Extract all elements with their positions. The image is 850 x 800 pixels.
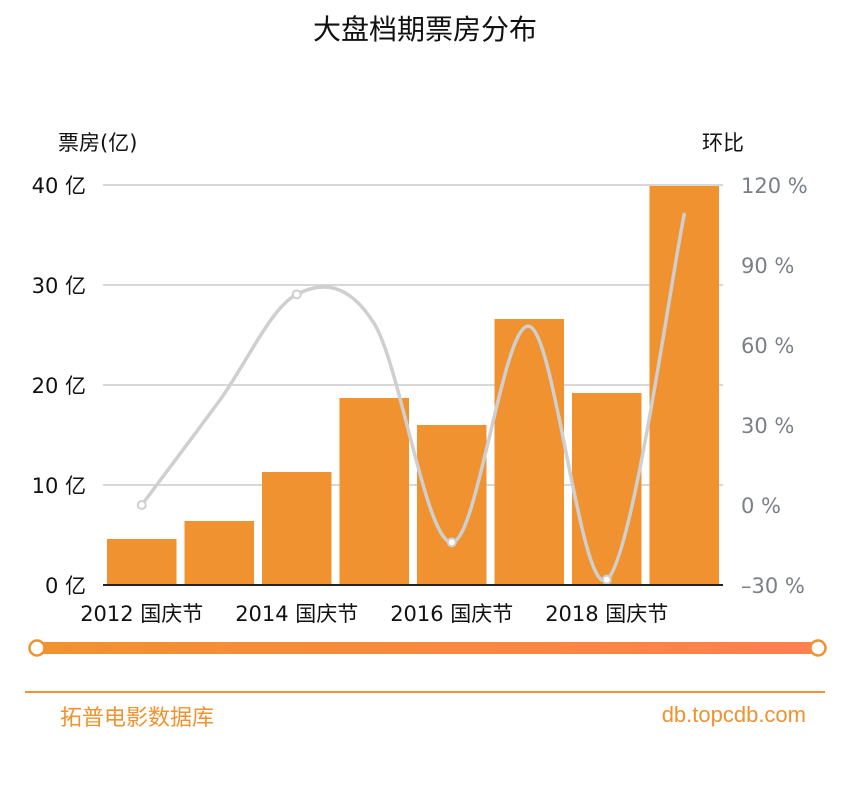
slider-handle-end[interactable] (809, 639, 827, 657)
x-tick-label: 2018 国庆节 (545, 602, 668, 626)
bar (649, 186, 719, 585)
y-tick-label: 30 亿 (32, 274, 86, 298)
y-tick-label: 10 亿 (32, 474, 86, 498)
footer-brand: 拓普电影数据库 (60, 706, 215, 731)
footer-url[interactable]: db.topcdb.com (661, 702, 806, 727)
bar (262, 472, 332, 585)
bar (572, 393, 642, 585)
bar (339, 398, 409, 585)
bar-layer (107, 186, 719, 585)
x-tick-label: 2016 国庆节 (390, 602, 513, 626)
y2-tick-label: 30 % (741, 414, 794, 438)
y2-tick-label: 0 % (741, 494, 781, 518)
bar (494, 319, 564, 585)
ratio-point (136, 500, 147, 510)
y2-tick-label: 60 % (741, 334, 794, 358)
y2-tick-label: 120 % (741, 174, 808, 198)
y-axis-title: 票房(亿) (58, 131, 137, 155)
y-tick-label: 40 亿 (32, 174, 86, 198)
footer-divider (25, 691, 825, 693)
y2-axis-title: 环比 (702, 131, 744, 155)
x-tick-label: 2012 国庆节 (80, 602, 203, 626)
ratio-point (291, 289, 302, 300)
bar (184, 521, 254, 585)
slider-handle-start[interactable] (28, 639, 46, 657)
x-tick-label: 2014 国庆节 (235, 602, 358, 626)
line-layer (136, 212, 686, 585)
y2-tick-label: –30 % (741, 574, 805, 598)
y-tick-label: 20 亿 (32, 374, 86, 398)
chart-area: 0 亿 10 亿 20 亿 30 亿 40 亿 –30 % 0 % 30 % 60 % 90 % 1… (28, 131, 827, 657)
slider-layer[interactable] (28, 639, 827, 657)
ratio-point (446, 537, 457, 548)
bar (107, 539, 177, 585)
y2-tick-label: 90 % (741, 254, 794, 278)
axis-layer: 0 亿 10 亿 20 亿 30 亿 40 亿 –30 % 0 % 30 % 60 % 90 % 1… (32, 131, 808, 626)
slider-track (37, 642, 818, 654)
y-tick-label: 0 亿 (45, 574, 86, 598)
chart-title: 大盘档期票房分布 (312, 13, 537, 46)
ratio-point (601, 574, 612, 585)
